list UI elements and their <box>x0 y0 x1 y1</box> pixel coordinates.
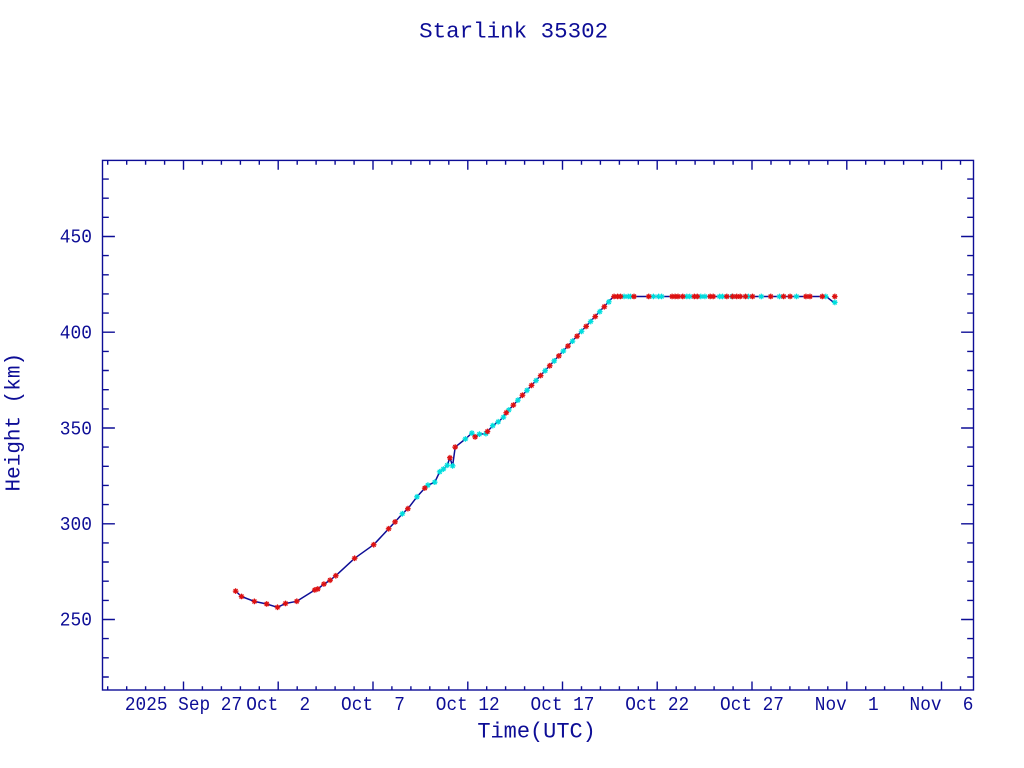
svg-text:450: 450 <box>60 227 92 249</box>
svg-text:350: 350 <box>60 418 92 440</box>
svg-text:Oct 2: Oct 2 <box>246 694 310 716</box>
svg-text:Height (km): Height (km) <box>4 353 27 492</box>
svg-text:2025 Sep 27: 2025 Sep 27 <box>125 694 242 716</box>
svg-text:250: 250 <box>60 610 92 632</box>
svg-text:Oct 12: Oct 12 <box>436 694 500 716</box>
svg-text:Oct 22: Oct 22 <box>625 694 689 716</box>
svg-text:Time(UTC): Time(UTC) <box>477 719 596 745</box>
svg-text:Oct 27: Oct 27 <box>720 694 784 716</box>
svg-text:400: 400 <box>60 323 92 345</box>
svg-text:Nov 6: Nov 6 <box>910 694 974 716</box>
svg-text:Oct 7: Oct 7 <box>341 694 405 716</box>
svg-text:Nov 1: Nov 1 <box>815 694 879 716</box>
svg-text:Starlink 35302: Starlink 35302 <box>419 19 608 45</box>
svg-text:300: 300 <box>60 514 92 536</box>
svg-text:Oct 17: Oct 17 <box>531 694 595 716</box>
